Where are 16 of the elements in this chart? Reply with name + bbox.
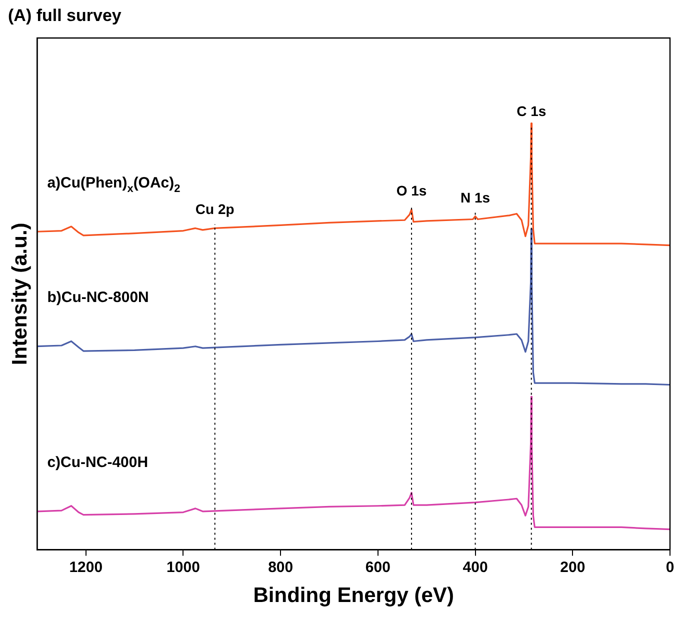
ref-line-label: Cu 2p (195, 201, 234, 218)
x-tick-label: 400 (462, 558, 488, 576)
x-tick-label: 0 (666, 558, 674, 576)
y-axis-title: Intensity (a.u.) (8, 222, 32, 366)
ref-line-label: O 1s (396, 182, 427, 198)
ref-line-label: C 1s (516, 103, 546, 120)
x-tick-label: 600 (365, 558, 390, 576)
ref-line-label: N 1s (460, 189, 490, 206)
x-tick-label: 800 (268, 558, 294, 576)
x-tick-label: 1200 (69, 558, 103, 576)
chart-title: (A) full survey (7, 5, 122, 27)
x-tick-label: 1000 (166, 558, 200, 576)
x-tick-label: 200 (560, 558, 586, 576)
text: b)Cu-NC-800N (47, 289, 149, 306)
text: c)Cu-NC-400H (47, 454, 148, 472)
x-axis-title: Binding Energy (eV) (253, 584, 454, 608)
